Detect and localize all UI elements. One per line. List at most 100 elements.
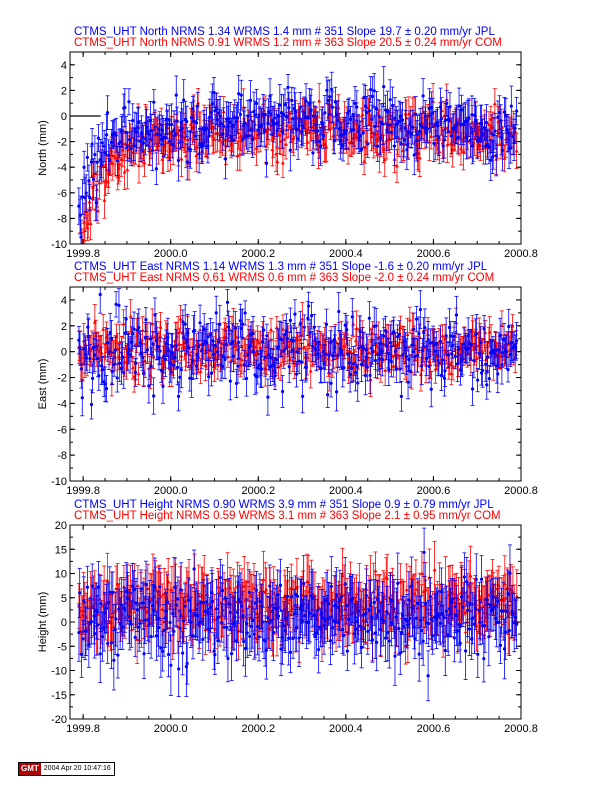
data-point: [273, 116, 277, 120]
data-point: [274, 325, 279, 330]
data-point: [91, 177, 96, 181]
data-point: [119, 345, 124, 349]
data-point: [222, 124, 226, 129]
data-point: [108, 330, 112, 335]
data-layer: [76, 287, 519, 420]
data-point: [152, 394, 156, 398]
data-point: [104, 387, 109, 391]
data-point: [259, 360, 264, 364]
data-point: [154, 167, 158, 171]
data-point: [514, 149, 519, 153]
data-point: [124, 317, 128, 321]
data-point: [204, 126, 209, 130]
data-point: [246, 333, 251, 337]
data-point: [200, 142, 204, 146]
data-point: [262, 129, 266, 133]
data-point: [415, 132, 420, 136]
y-tick-label: -4: [57, 162, 67, 174]
data-point: [393, 116, 397, 120]
data-point: [103, 151, 107, 155]
data-point: [242, 363, 246, 367]
data-point: [117, 162, 122, 166]
y-tick-label: 0: [61, 111, 67, 123]
data-point: [248, 98, 253, 102]
data-point: [366, 350, 371, 354]
data-point: [163, 357, 168, 361]
data-point: [439, 117, 444, 121]
data-point: [193, 134, 197, 138]
data-point: [308, 368, 313, 373]
data-point: [136, 371, 141, 376]
data-point: [196, 100, 201, 105]
data-point: [96, 136, 100, 140]
data-point: [218, 322, 222, 326]
data-point: [463, 119, 467, 124]
data-point: [502, 156, 507, 160]
data-point: [114, 133, 118, 137]
data-point: [117, 339, 122, 344]
data-point: [208, 333, 213, 337]
data-point: [219, 122, 223, 126]
data-point: [391, 364, 396, 368]
data-point: [136, 163, 141, 168]
data-point: [364, 139, 369, 143]
data-point: [106, 341, 110, 345]
data-point: [128, 138, 132, 142]
data-point: [134, 130, 139, 134]
data-point: [311, 151, 315, 155]
data-point: [223, 157, 228, 161]
data-point: [99, 163, 104, 167]
data-point: [312, 114, 316, 118]
y-tick-label: -10: [51, 239, 67, 251]
data-point: [305, 140, 310, 144]
data-point: [268, 327, 273, 332]
data-point: [472, 113, 476, 117]
data-point: [462, 122, 466, 127]
data-point: [317, 98, 322, 103]
data-point: [369, 88, 373, 92]
data-point: [95, 160, 99, 164]
data-point: [168, 361, 172, 365]
data-point: [103, 178, 108, 182]
data-point: [353, 101, 357, 105]
data-point: [287, 344, 292, 348]
data-point: [315, 129, 320, 133]
data-point: [319, 144, 323, 149]
data-point: [212, 352, 216, 356]
data-point: [513, 126, 517, 130]
data-point: [159, 368, 163, 372]
data-point: [290, 98, 294, 103]
data-point: [130, 331, 135, 336]
data-point: [247, 134, 251, 138]
data-point: [109, 337, 113, 341]
data-point: [128, 314, 133, 318]
data-point: [185, 119, 189, 124]
data-point: [130, 365, 135, 370]
data-point: [190, 376, 194, 381]
data-point: [88, 221, 93, 225]
data-point: [452, 127, 456, 131]
data-point: [120, 129, 124, 133]
data-point: [470, 113, 474, 117]
data-point: [435, 123, 440, 128]
data-point: [412, 153, 416, 157]
data-point: [269, 112, 273, 117]
data-point: [113, 348, 118, 352]
data-point: [370, 117, 374, 121]
data-point: [150, 321, 155, 326]
data-point: [239, 326, 243, 331]
data-layer: [70, 66, 519, 244]
data-point: [377, 115, 381, 119]
data-point: [249, 128, 253, 132]
data-point: [131, 119, 135, 123]
data-point: [502, 110, 507, 114]
data-point: [102, 198, 107, 202]
data-point: [158, 349, 162, 353]
data-point: [382, 157, 387, 162]
data-point: [133, 370, 138, 375]
data-point: [80, 396, 84, 400]
data-point: [225, 354, 230, 359]
data-point: [263, 113, 267, 117]
data-point: [285, 114, 289, 119]
